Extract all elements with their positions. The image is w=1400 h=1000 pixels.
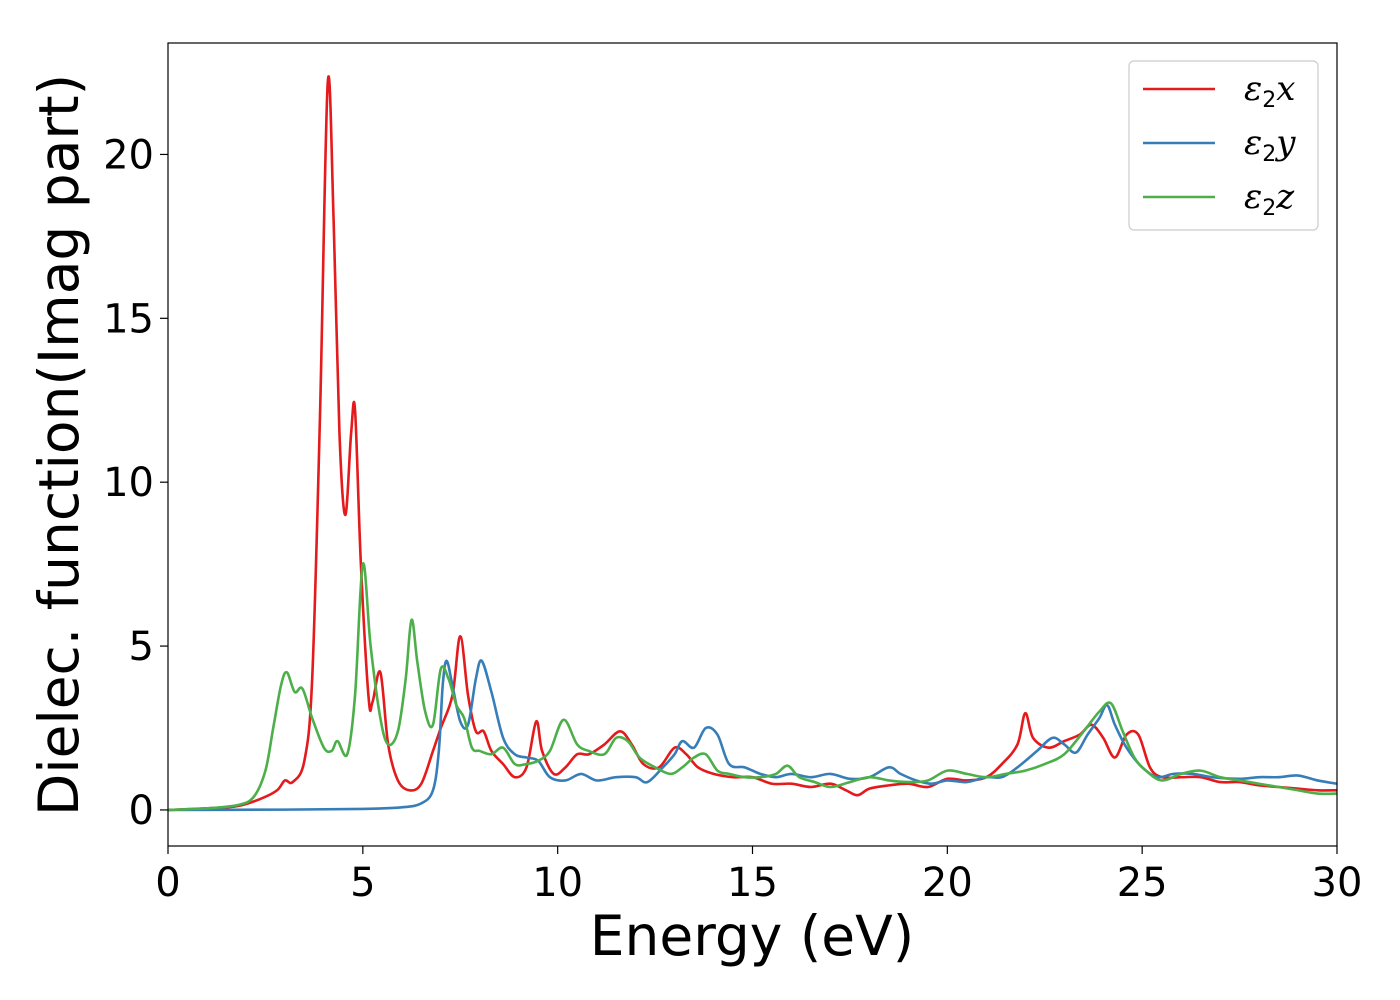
x-tick-label: 5: [350, 860, 375, 906]
x-tick-label: 20: [922, 860, 973, 906]
x-tick-label: 15: [727, 860, 778, 906]
x-axis: 0 5 10 15 20 25 30: [155, 846, 1362, 906]
y-axis-title: Dielec. function(Imag part): [27, 74, 91, 816]
series-layer: [168, 75, 1337, 812]
y-tick-label: 5: [129, 624, 154, 670]
legend-frame: [1128, 60, 1319, 231]
legend-label-y: ε2y: [1244, 123, 1296, 167]
x-tick-label: 25: [1117, 860, 1168, 906]
y-tick-label: 0: [129, 788, 154, 834]
y-axis: 0 5 10 15 20: [103, 132, 168, 834]
x-axis-title: Energy (eV): [590, 904, 914, 968]
x-tick-label: 10: [532, 860, 583, 906]
y-tick-label: 20: [103, 132, 154, 178]
x-tick-label: 0: [155, 860, 180, 906]
legend-label-z: ε2z: [1244, 177, 1295, 221]
series-line-z: [168, 562, 1337, 812]
y-tick-label: 10: [103, 460, 154, 506]
x-tick-label: 30: [1312, 860, 1363, 906]
series-line-y: [168, 659, 1337, 812]
legend: ε2x ε2y ε2z: [1128, 60, 1319, 231]
legend-label-x: ε2x: [1244, 69, 1295, 113]
y-tick-label: 15: [103, 296, 154, 342]
